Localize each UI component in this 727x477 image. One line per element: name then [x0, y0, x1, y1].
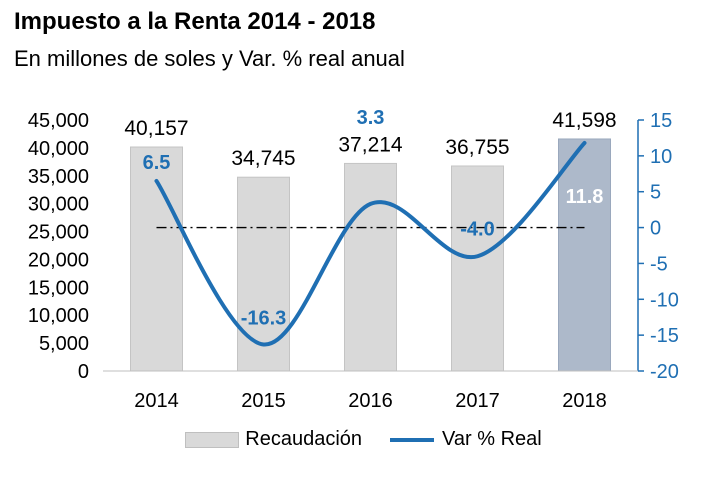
- y-right-tick-label: -15: [650, 325, 679, 347]
- legend-label-var-real: Var % Real: [442, 428, 542, 450]
- x-tick-label: 2017: [455, 390, 500, 412]
- bar-2015: [237, 176, 290, 372]
- y-right-tick-label: -20: [650, 361, 679, 383]
- x-tick-label: 2015: [241, 390, 286, 412]
- line-value-label: 3.3: [357, 107, 385, 129]
- y-right-tick-label: 15: [650, 110, 672, 132]
- bar-2018: [558, 138, 611, 372]
- line-value-label: -16.3: [241, 307, 287, 329]
- bar-value-label: 36,755: [445, 136, 509, 159]
- line-value-label: 11.8: [566, 186, 604, 208]
- y-left-tick-label: 5,000: [39, 333, 89, 355]
- y-right-tick-label: 0: [650, 218, 661, 240]
- y-left-tick-label: 20,000: [28, 249, 89, 271]
- y-right-tick-label: 10: [650, 146, 672, 168]
- legend-swatch-bar: [185, 431, 240, 448]
- y-left-tick-label: 10,000: [28, 305, 89, 327]
- bar-value-label: 34,745: [231, 147, 295, 170]
- y-left-tick-label: 25,000: [28, 222, 89, 244]
- y-left-tick-label: 15,000: [28, 277, 89, 299]
- bar-2017: [451, 165, 504, 372]
- bar-value-label: 40,157: [124, 117, 188, 140]
- line-value-label: 6.5: [143, 152, 171, 174]
- legend-item-recaudacion: Recaudación: [185, 428, 362, 451]
- y-right-tick-label: 5: [650, 182, 661, 204]
- legend-item-var-real: Var % Real: [390, 428, 542, 451]
- bar-2016: [344, 162, 397, 372]
- line-value-label: -4.0: [460, 218, 494, 240]
- chart-subtitle: En millones de soles y Var. % real anual: [14, 46, 405, 71]
- x-tick-label: 2014: [134, 390, 179, 412]
- y-left-tick-label: 0: [78, 361, 89, 383]
- chart-title: Impuesto a la Renta 2014 - 2018: [14, 8, 376, 35]
- bar-value-label: 37,214: [338, 133, 403, 156]
- y-left-tick-label: 45,000: [28, 110, 89, 132]
- var-real-line: [154, 140, 587, 347]
- y-left-tick-label: 35,000: [28, 166, 89, 188]
- y-right-tick-label: -10: [650, 289, 679, 311]
- legend-label-recaudacion: Recaudación: [245, 428, 363, 450]
- y-right-tick-label: -5: [650, 253, 668, 275]
- bar-value-label: 41,598: [552, 109, 616, 132]
- x-tick-label: 2018: [562, 390, 607, 412]
- legend: Recaudación Var % Real: [0, 428, 727, 451]
- y-left-tick-label: 40,000: [28, 138, 89, 160]
- y-left-tick-label: 30,000: [28, 194, 89, 216]
- legend-swatch-line: [390, 437, 435, 442]
- x-tick-label: 2016: [348, 390, 393, 412]
